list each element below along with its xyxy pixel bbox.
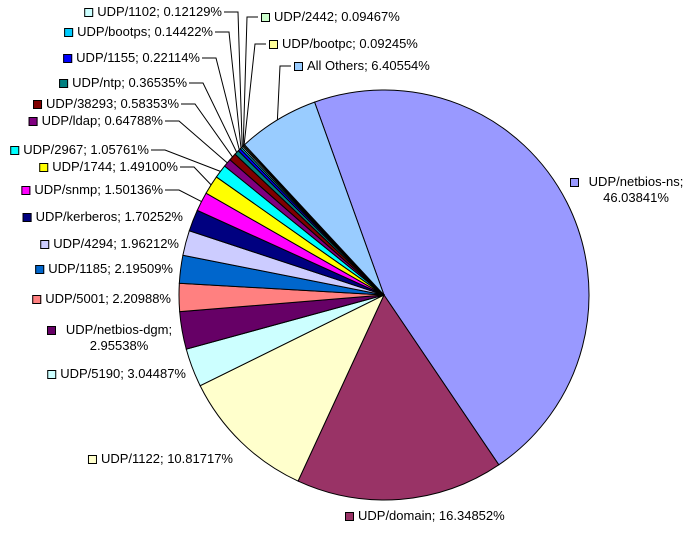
callout-label-udp-domain: UDP/domain; 16.34852% [345, 508, 505, 524]
callout-label-udp-5190: UDP/5190; 3.04487% [47, 366, 186, 382]
callout-label-udp-2967: UDP/2967; 1.05761% [10, 142, 149, 158]
callout-label-udp-38293: UDP/38293; 0.58353% [33, 96, 179, 112]
legend-marker-udp-snmp [21, 185, 31, 195]
callout-label-udp-ntp: UDP/ntp; 0.36535% [59, 75, 187, 91]
callout-label-udp-netbios-ns: UDP/netbios-ns; 46.03841% [570, 174, 689, 206]
leader-line-udp-1102 [224, 11, 243, 147]
leader-line-udp-ldap [165, 120, 228, 164]
legend-marker-all-others [294, 61, 303, 71]
leader-line-udp-snmp [165, 189, 202, 203]
leader-line-udp-2967 [151, 149, 221, 172]
callout-label-text: UDP/2967; 1.05761% [23, 142, 149, 157]
callout-label-text: UDP/2442; 0.09467% [274, 9, 400, 24]
pie-slice-udp-domain [297, 293, 500, 501]
callout-label-text: UDP/bootpc; 0.09245% [282, 36, 418, 51]
callout-label-text: UDP/5190; 3.04487% [60, 366, 186, 381]
callout-label-text: UDP/1155; 0.22114% [76, 50, 200, 65]
legend-marker-udp-2967 [10, 145, 20, 155]
callout-label-udp-5001: UDP/5001; 2.20988% [32, 291, 171, 307]
callout-label-text: All Others; 6.40554% [307, 58, 430, 73]
callout-label-text: UDP/ldap; 0.64788% [41, 113, 163, 128]
pie-slice-all-others [243, 101, 385, 296]
leader-line-udp-2442 [242, 16, 258, 147]
callout-label-text: UDP/bootps; 0.14422% [77, 24, 213, 39]
legend-marker-udp-1122 [87, 454, 97, 464]
legend-marker-udp-5190 [47, 369, 57, 379]
legend-marker-udp-5001 [32, 294, 42, 304]
leader-line-udp-bootpc [243, 43, 266, 146]
callout-label-text: UDP/1122; 10.81717% [100, 451, 233, 466]
legend-marker-udp-1744 [39, 162, 49, 172]
callout-label-text: UDP/domain; 16.34852% [358, 508, 505, 523]
callout-label-text: UDP/1744; 1.49100% [52, 159, 178, 174]
callout-label-udp-bootpc: UDP/bootpc; 0.09245% [269, 36, 418, 52]
callout-label-udp-4294: UDP/4294; 1.96212% [40, 236, 179, 252]
callout-label-udp-1744: UDP/1744; 1.49100% [39, 159, 178, 175]
leader-line-udp-ntp [189, 82, 238, 153]
leader-line-udp-1155 [202, 57, 240, 150]
legend-marker-udp-ntp [59, 78, 69, 88]
callout-label-text: UDP/kerberos; 1.70252% [35, 209, 183, 224]
legend-marker-udp-bootpc [269, 39, 278, 49]
callout-label-udp-2442: UDP/2442; 0.09467% [261, 9, 400, 25]
callout-label-text: UDP/netbios-ns; 46.03841% [588, 174, 684, 205]
legend-marker-udp-2442 [261, 12, 270, 22]
callout-label-text: UDP/snmp; 1.50136% [34, 182, 163, 197]
callout-label-text: UDP/38293; 0.58353% [46, 96, 179, 111]
callout-label-text: UDP/ntp; 0.36535% [72, 75, 187, 90]
legend-marker-udp-1155 [63, 53, 73, 63]
legend-marker-udp-38293 [33, 99, 43, 109]
callout-label-text: UDP/1185; 2.19509% [48, 261, 173, 276]
callout-label-udp-netbios-dgm: UDP/netbios-dgm; 2.95538% [47, 322, 178, 354]
callout-label-text: UDP/4294; 1.96212% [53, 236, 179, 251]
leader-line-udp-38293 [181, 103, 233, 158]
leader-line-all-others [276, 65, 291, 120]
callout-label-text: UDP/netbios-dgm; 2.95538% [65, 322, 173, 353]
callout-label-all-others: All Others; 6.40554% [294, 58, 430, 74]
legend-marker-udp-ldap [28, 116, 38, 126]
legend-marker-udp-4294 [40, 239, 50, 249]
legend-marker-udp-netbios-dgm [47, 326, 56, 335]
legend-marker-udp-bootps [64, 27, 74, 37]
legend-marker-udp-kerberos [22, 212, 32, 222]
callout-label-udp-1155: UDP/1155; 0.22114% [63, 50, 200, 66]
callout-label-udp-snmp: UDP/snmp; 1.50136% [21, 182, 163, 198]
pie-slice-udp-1122 [199, 293, 386, 482]
callout-label-udp-1185: UDP/1185; 2.19509% [35, 261, 173, 277]
callout-label-text: UDP/5001; 2.20988% [45, 291, 171, 306]
callout-label-udp-1102: UDP/1102; 0.12129% [84, 4, 222, 20]
legend-marker-udp-netbios-ns [570, 178, 579, 187]
callout-label-udp-1122: UDP/1122; 10.81717% [87, 451, 233, 467]
legend-marker-udp-1102 [84, 7, 94, 17]
callout-label-udp-kerberos: UDP/kerberos; 1.70252% [22, 209, 183, 225]
callout-label-udp-ldap: UDP/ldap; 0.64788% [28, 113, 163, 129]
legend-marker-udp-domain [345, 511, 354, 521]
callout-label-text: UDP/1102; 0.12129% [97, 4, 222, 19]
pie-slice-udp-netbios-ns [313, 89, 590, 466]
legend-marker-udp-1185 [35, 264, 45, 274]
leader-line-udp-bootps [215, 31, 242, 149]
callout-label-udp-bootps: UDP/bootps; 0.14422% [64, 24, 213, 40]
leader-line-udp-1744 [180, 166, 212, 186]
